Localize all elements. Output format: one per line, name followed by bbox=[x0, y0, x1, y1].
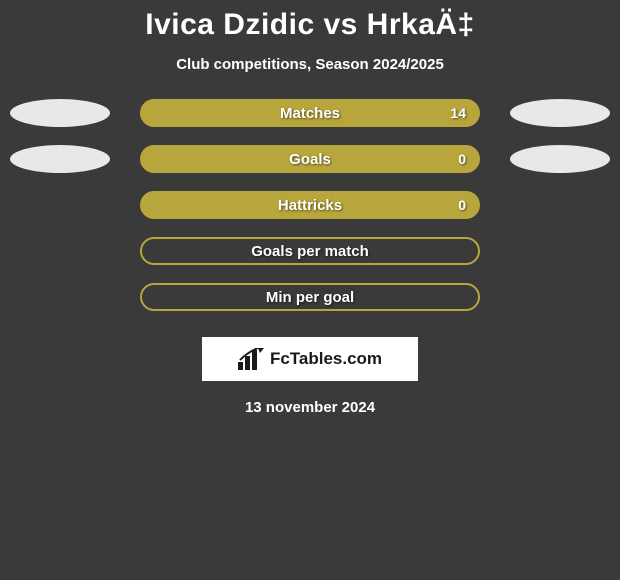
stat-label: Goals per match bbox=[251, 243, 369, 260]
stat-label: Min per goal bbox=[266, 289, 354, 306]
page-title: Ivica Dzidic vs HrkaÄ‡ bbox=[0, 8, 620, 42]
stat-label: Hattricks bbox=[278, 197, 342, 214]
stat-bar: Hattricks 0 bbox=[140, 191, 480, 219]
stat-bar: Min per goal bbox=[140, 283, 480, 311]
comparison-widget: Ivica Dzidic vs HrkaÄ‡ Club competitions… bbox=[0, 0, 620, 416]
stat-rows: Matches 14 Goals 0 Hattricks 0 Goals per match… bbox=[0, 99, 620, 311]
stat-bar: Matches 14 bbox=[140, 99, 480, 127]
left-ellipse-icon bbox=[10, 145, 110, 173]
stat-value: 0 bbox=[458, 197, 466, 213]
date-text: 13 november 2024 bbox=[0, 399, 620, 416]
stat-row: Goals per match bbox=[0, 237, 620, 265]
fctables-logo-icon bbox=[238, 348, 264, 370]
right-ellipse-icon bbox=[510, 99, 610, 127]
stat-row: Hattricks 0 bbox=[0, 191, 620, 219]
stat-value: 0 bbox=[458, 151, 466, 167]
stat-bar: Goals 0 bbox=[140, 145, 480, 173]
stat-row: Matches 14 bbox=[0, 99, 620, 127]
stat-label: Matches bbox=[280, 105, 340, 122]
stat-bar: Goals per match bbox=[140, 237, 480, 265]
left-ellipse-icon bbox=[10, 99, 110, 127]
right-ellipse-icon bbox=[510, 145, 610, 173]
stat-row: Goals 0 bbox=[0, 145, 620, 173]
page-subtitle: Club competitions, Season 2024/2025 bbox=[0, 56, 620, 73]
stat-row: Min per goal bbox=[0, 283, 620, 311]
stat-value: 14 bbox=[450, 105, 466, 121]
stat-label: Goals bbox=[289, 151, 331, 168]
brand-badge[interactable]: FcTables.com bbox=[202, 337, 418, 381]
brand-text: FcTables.com bbox=[270, 349, 382, 369]
